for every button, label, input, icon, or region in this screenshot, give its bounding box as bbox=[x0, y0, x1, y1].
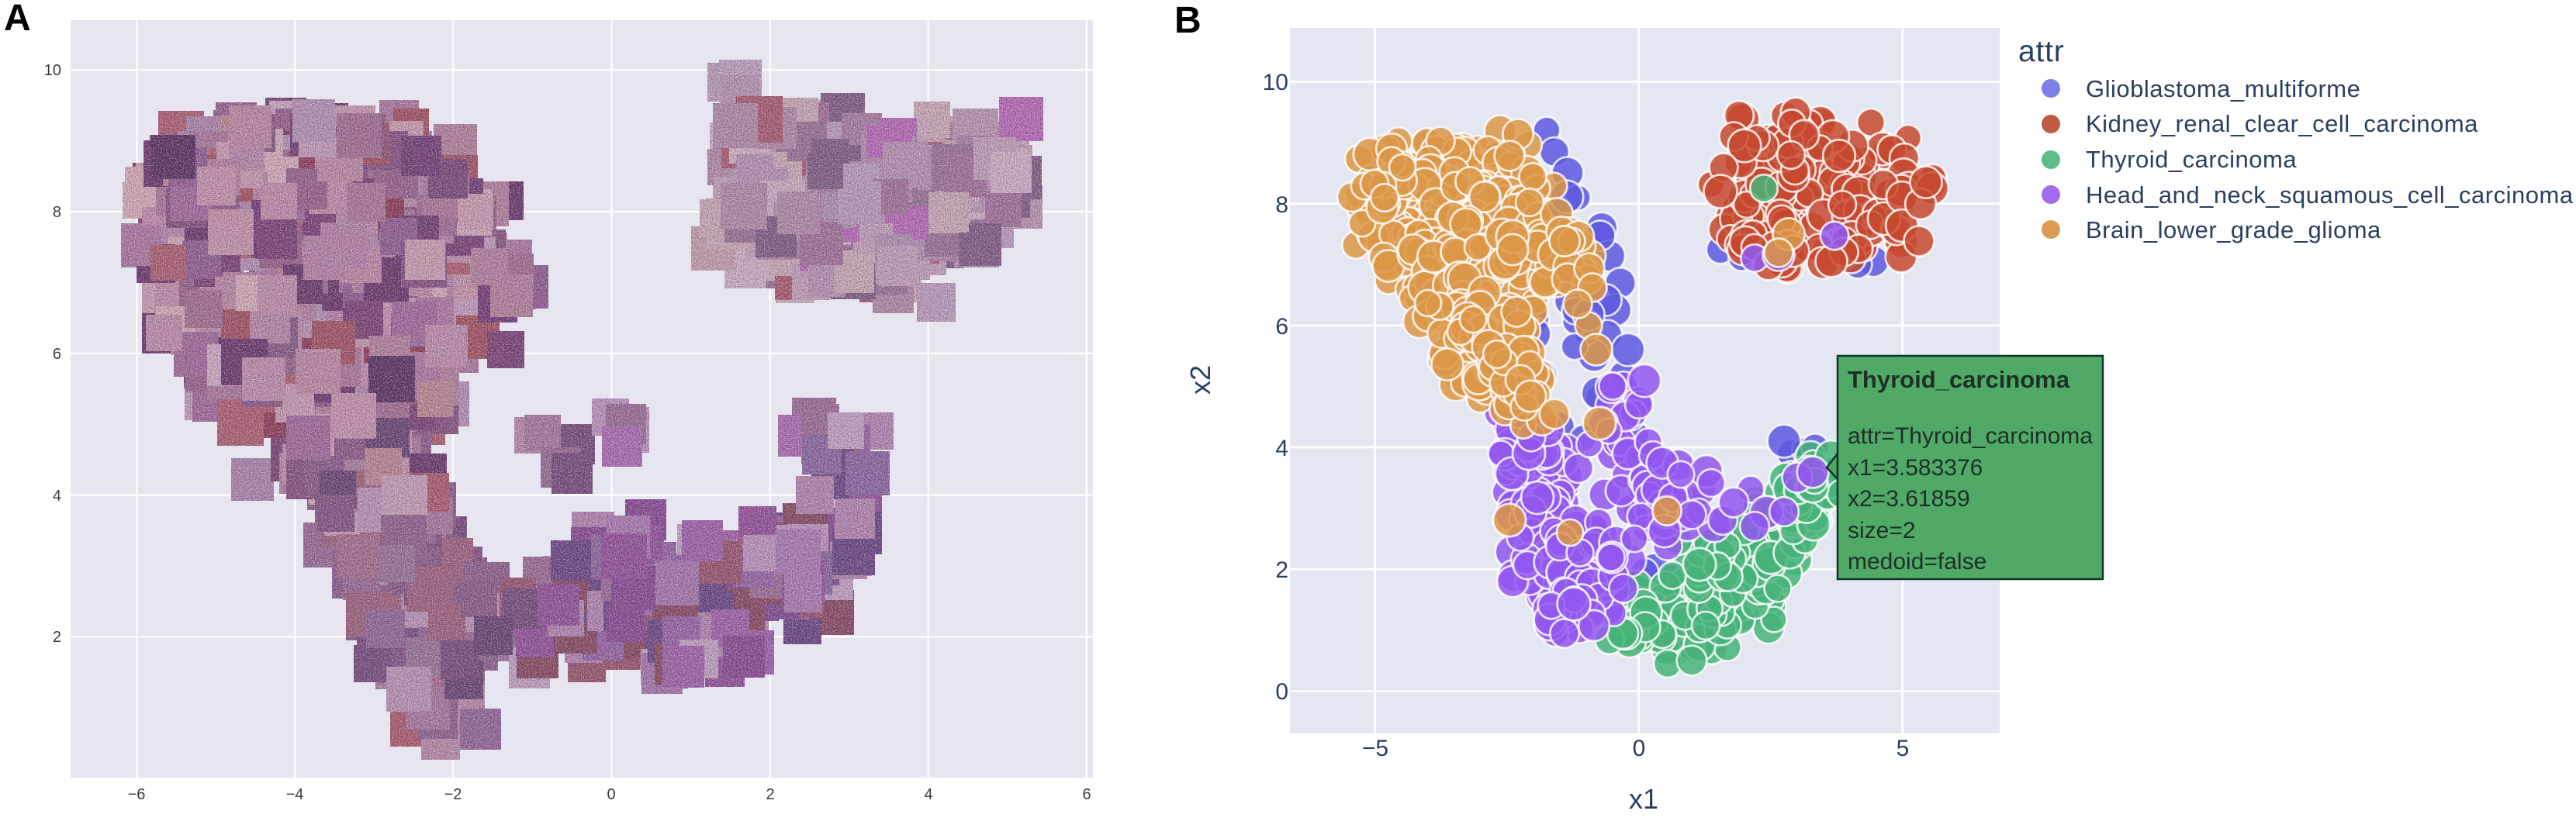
svg-text:−4: −4 bbox=[286, 786, 304, 803]
svg-text:−2: −2 bbox=[444, 786, 462, 803]
svg-text:Thyroid_carcinoma: Thyroid_carcinoma bbox=[1848, 366, 2070, 393]
svg-text:Glioblastoma_multiforme: Glioblastoma_multiforme bbox=[2086, 75, 2360, 102]
svg-text:A: A bbox=[4, 0, 31, 39]
svg-text:−6: −6 bbox=[128, 786, 146, 803]
svg-text:x1: x1 bbox=[1629, 783, 1658, 815]
svg-text:x2: x2 bbox=[1184, 365, 1216, 395]
svg-text:x1=3.583376: x1=3.583376 bbox=[1848, 455, 1983, 481]
svg-text:8: 8 bbox=[53, 204, 61, 221]
svg-text:size=2: size=2 bbox=[1848, 518, 1916, 543]
svg-text:Brain_lower_grade_glioma: Brain_lower_grade_glioma bbox=[2086, 216, 2381, 243]
svg-text:4: 4 bbox=[924, 786, 932, 803]
svg-text:6: 6 bbox=[1082, 786, 1091, 803]
svg-text:−5: −5 bbox=[1362, 736, 1388, 761]
svg-text:10: 10 bbox=[44, 62, 61, 79]
svg-text:2: 2 bbox=[766, 786, 774, 803]
svg-text:0: 0 bbox=[1633, 736, 1646, 761]
svg-text:Kidney_renal_clear_cell_carcin: Kidney_renal_clear_cell_carcinoma bbox=[2086, 110, 2478, 137]
svg-text:medoid=false: medoid=false bbox=[1848, 549, 1986, 574]
svg-text:x2=3.61859: x2=3.61859 bbox=[1848, 486, 1970, 512]
svg-text:B: B bbox=[1174, 0, 1202, 41]
svg-text:2: 2 bbox=[53, 629, 61, 646]
svg-text:0: 0 bbox=[1275, 679, 1288, 705]
svg-text:5: 5 bbox=[1897, 736, 1910, 761]
svg-text:4: 4 bbox=[53, 488, 61, 505]
svg-text:4: 4 bbox=[1275, 436, 1288, 461]
svg-text:6: 6 bbox=[53, 346, 61, 363]
svg-text:10: 10 bbox=[1263, 70, 1288, 95]
svg-text:Head_and_neck_squamous_cell_ca: Head_and_neck_squamous_cell_carcinoma bbox=[2086, 181, 2574, 209]
svg-text:6: 6 bbox=[1275, 314, 1288, 340]
svg-text:attr: attr bbox=[2018, 35, 2065, 68]
svg-text:8: 8 bbox=[1275, 192, 1288, 218]
svg-text:2: 2 bbox=[1275, 557, 1288, 583]
svg-text:Thyroid_carcinoma: Thyroid_carcinoma bbox=[2086, 146, 2297, 173]
svg-text:attr=Thyroid_carcinoma: attr=Thyroid_carcinoma bbox=[1848, 423, 2093, 449]
svg-text:0: 0 bbox=[607, 786, 615, 803]
